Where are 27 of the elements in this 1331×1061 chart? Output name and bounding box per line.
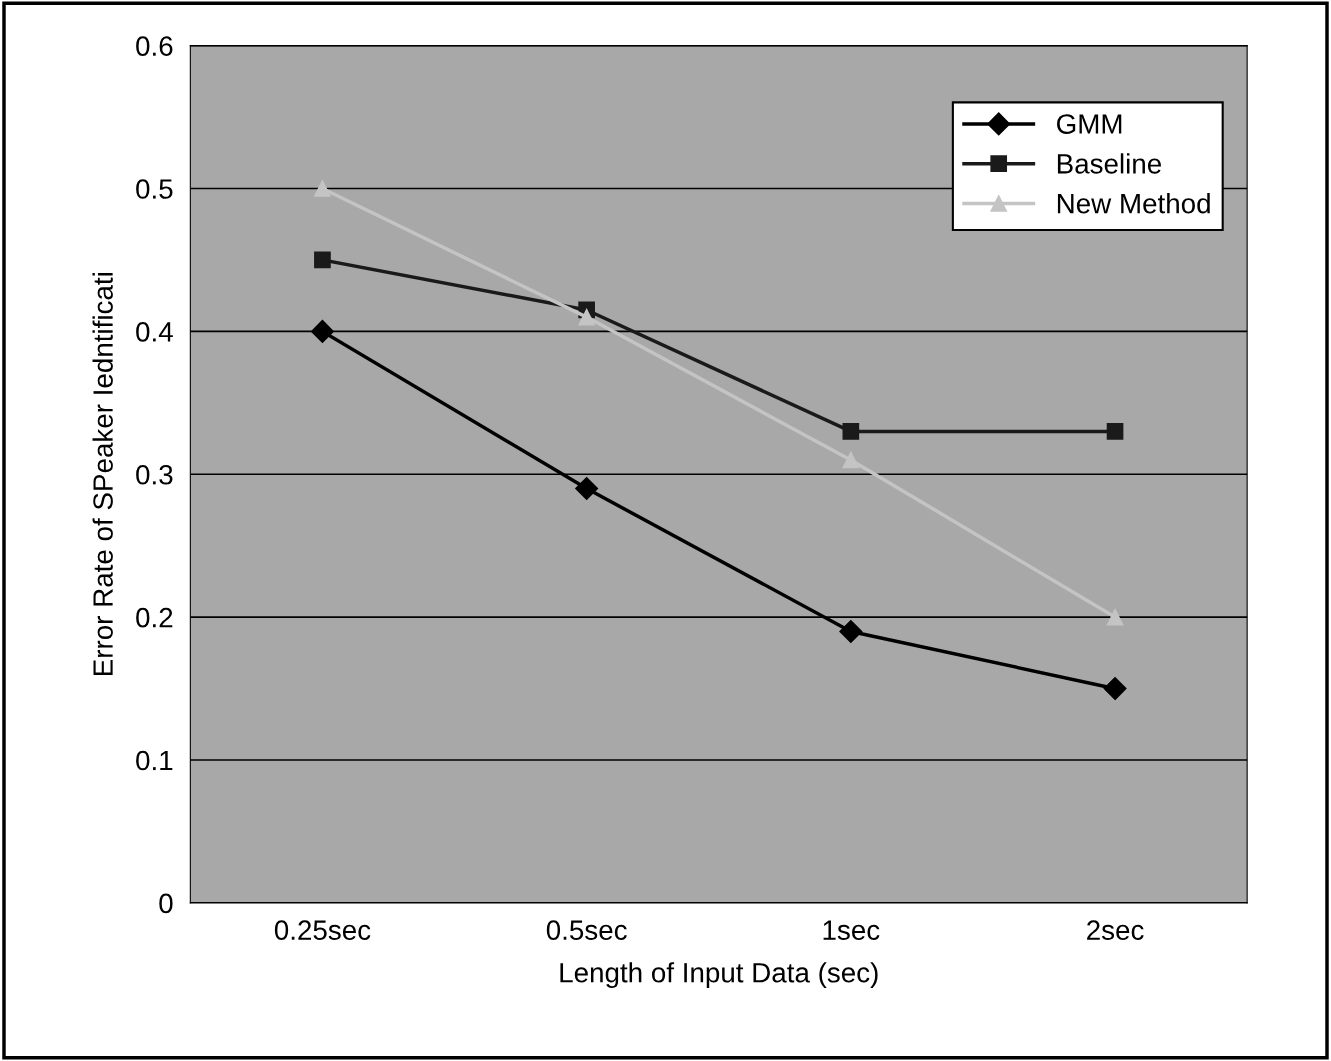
x-axis-title: Length of Input Data (sec) (560, 962, 878, 989)
y-tick-label: 0.2 (136, 607, 173, 628)
y-axis-title: Error Rate of SPeaker Iedntificati (92, 273, 113, 675)
x-tick-label: 2sec (1087, 920, 1144, 940)
point (842, 451, 860, 469)
point (314, 251, 331, 269)
point (575, 477, 599, 501)
point (1103, 677, 1127, 701)
point (1106, 423, 1124, 440)
x-tick-label: 0.5sec (546, 920, 627, 940)
point (842, 423, 860, 440)
y-tick-label: 0.5 (136, 179, 173, 199)
x-tick-label: 0.25sec (274, 920, 371, 940)
point (1106, 608, 1124, 626)
x-tick-label: 1sec (823, 920, 880, 940)
point (839, 619, 863, 643)
legend-label: Baseline (1057, 153, 1161, 174)
y-tick-label: 0.4 (136, 322, 173, 342)
y-tick-label: 0.3 (136, 464, 173, 485)
y-tick-label: 0.1 (136, 750, 173, 771)
point (314, 180, 331, 197)
legend-label: New Method (1057, 193, 1210, 214)
point (310, 319, 334, 343)
y-tick-label: 0 (159, 893, 173, 914)
legend-label: GMM (1057, 114, 1122, 134)
y-tick-label: 0.6 (136, 36, 173, 56)
point (578, 308, 595, 326)
